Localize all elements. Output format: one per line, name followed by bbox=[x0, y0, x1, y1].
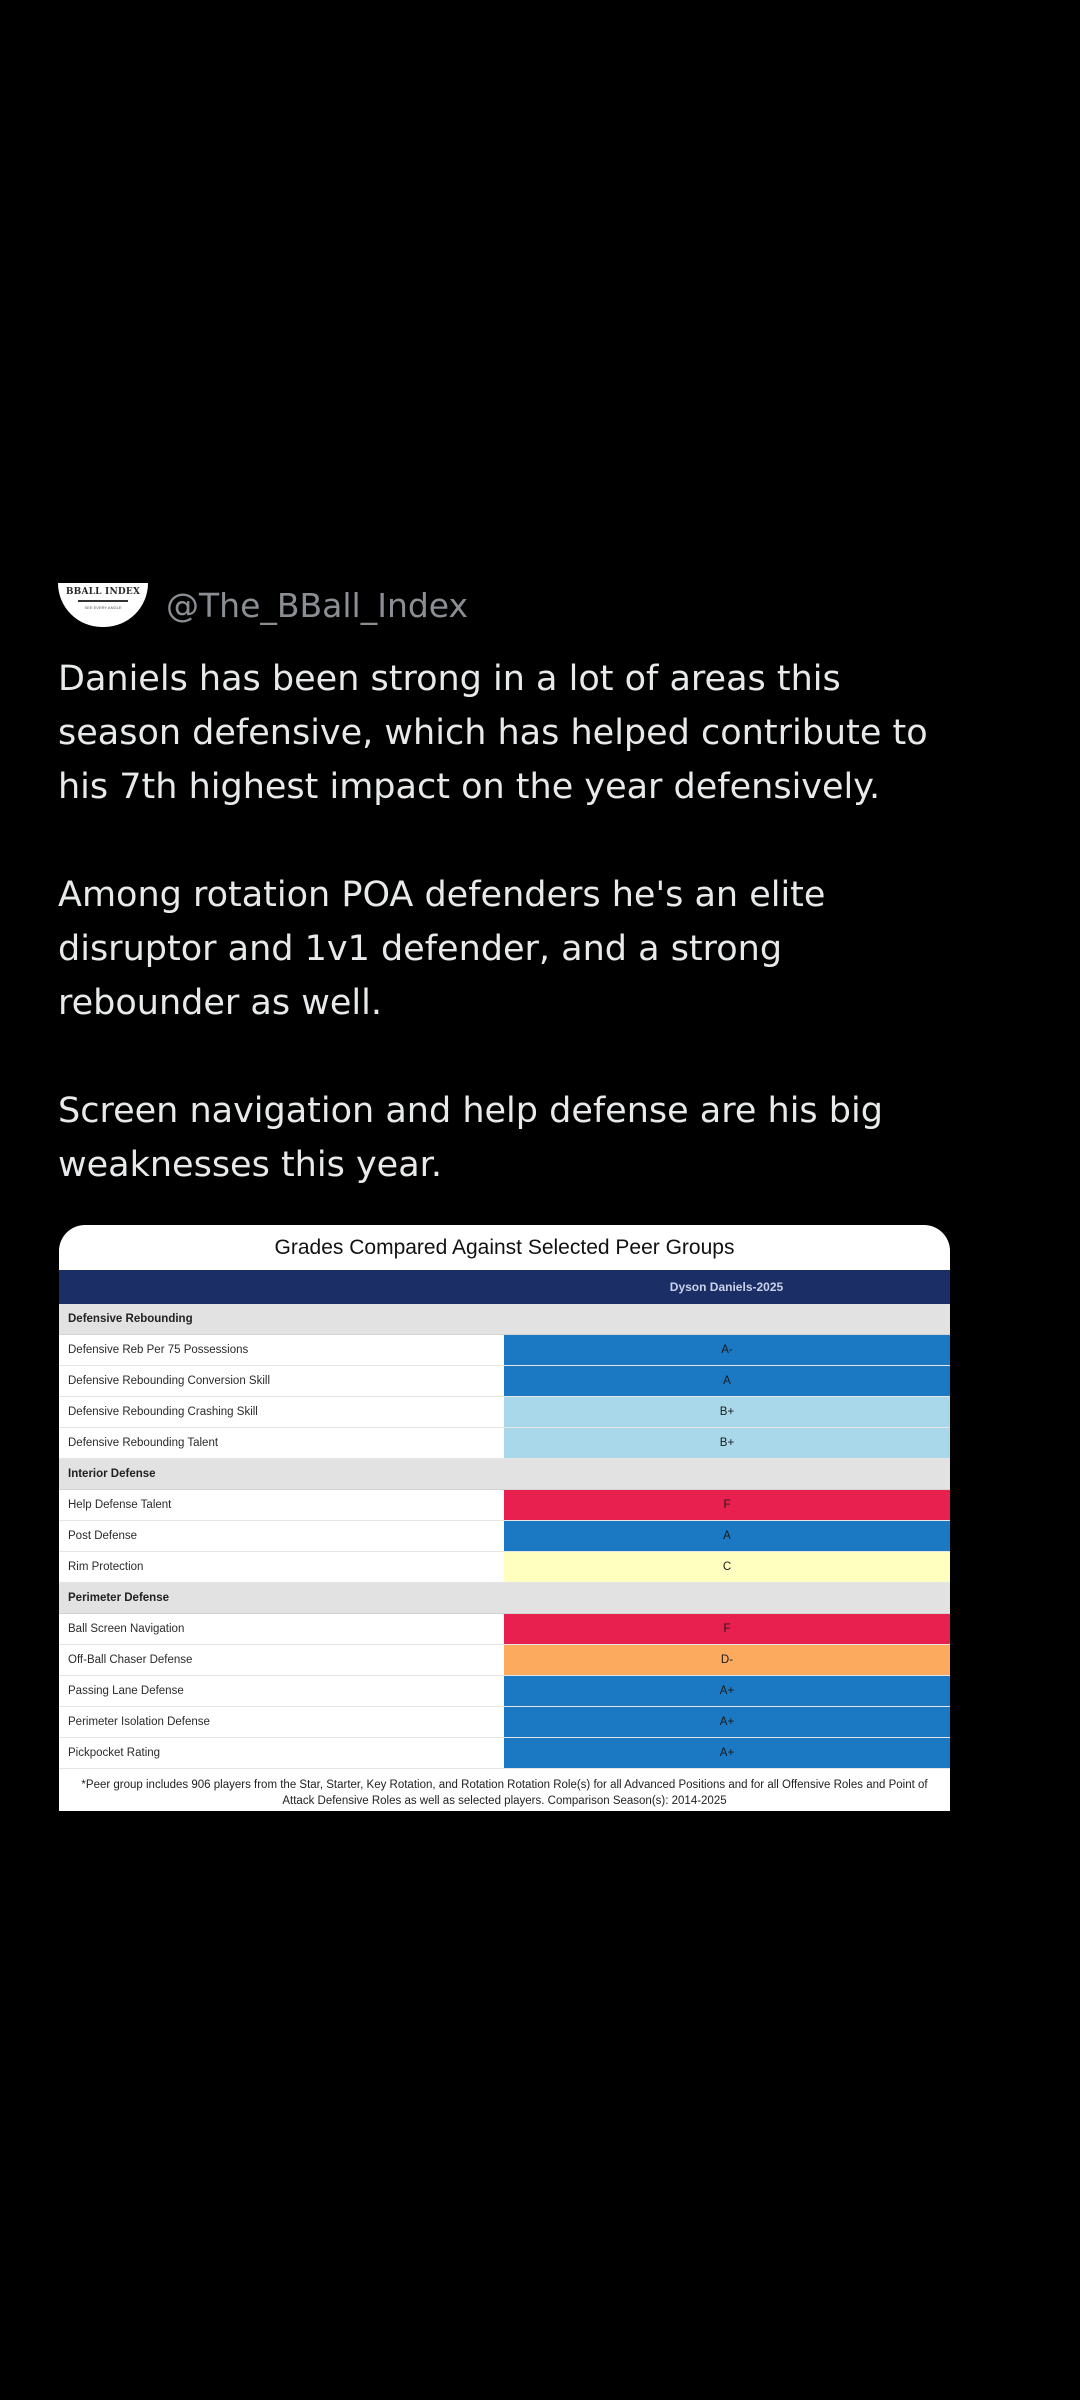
section-spacer bbox=[504, 1304, 950, 1334]
tweet: BBALL INDEX SEE EVERY ANGLE @The_BBall_I… bbox=[58, 580, 950, 1192]
grades-footnote: *Peer group includes 906 players from th… bbox=[81, 1779, 928, 1807]
tweet-paragraph: Among rotation POA defenders he's an eli… bbox=[58, 875, 826, 1023]
section-header: Perimeter Defense bbox=[59, 1583, 950, 1614]
avatar-logo-text: BBALL INDEX bbox=[65, 587, 141, 597]
metric-label: Post Defense bbox=[68, 1530, 138, 1542]
grade-cell: B+ bbox=[504, 1428, 950, 1458]
grade-row: Defensive Rebounding Talent B+ bbox=[59, 1428, 950, 1459]
grade-row: Ball Screen Navigation F bbox=[59, 1614, 950, 1645]
section-spacer bbox=[504, 1583, 950, 1613]
grade-cell: A bbox=[504, 1366, 950, 1396]
grades-image[interactable]: Grades Compared Against Selected Peer Gr… bbox=[59, 1225, 950, 1811]
metric-label: Defensive Rebounding Conversion Skill bbox=[68, 1375, 271, 1387]
grade-row: Off-Ball Chaser Defense D- bbox=[59, 1645, 950, 1676]
grade-row: Perimeter Isolation Defense A+ bbox=[59, 1707, 950, 1738]
section-label: Perimeter Defense bbox=[68, 1592, 169, 1604]
tweet-paragraph: Screen navigation and help defense are h… bbox=[58, 1091, 883, 1185]
metric-label: Defensive Reb Per 75 Possessions bbox=[68, 1344, 249, 1356]
metric-label: Defensive Rebounding Crashing Skill bbox=[68, 1406, 258, 1418]
metric-label: Rim Protection bbox=[68, 1561, 144, 1573]
grade-row: Rim Protection C bbox=[59, 1552, 950, 1583]
grade-cell: F bbox=[504, 1490, 950, 1520]
section-label: Defensive Rebounding bbox=[68, 1313, 193, 1325]
grade-cell: A- bbox=[504, 1335, 950, 1365]
section-header: Defensive Rebounding bbox=[59, 1304, 950, 1335]
grade-cell: F bbox=[504, 1614, 950, 1644]
metric-label: Help Defense Talent bbox=[68, 1499, 172, 1511]
grade-cell: D- bbox=[504, 1645, 950, 1675]
grade-cell: A+ bbox=[504, 1676, 950, 1706]
metric-label: Perimeter Isolation Defense bbox=[68, 1716, 210, 1728]
avatar-logo-divider bbox=[78, 600, 128, 602]
metric-label: Passing Lane Defense bbox=[68, 1685, 184, 1697]
grades-title: Grades Compared Against Selected Peer Gr… bbox=[274, 1236, 735, 1259]
grade-row: Post Defense A bbox=[59, 1521, 950, 1552]
avatar[interactable]: BBALL INDEX SEE EVERY ANGLE bbox=[58, 583, 148, 627]
section-header: Interior Defense bbox=[59, 1459, 950, 1490]
section-label: Interior Defense bbox=[68, 1468, 156, 1480]
metric-label: Ball Screen Navigation bbox=[68, 1623, 185, 1635]
tweet-paragraph: Daniels has been strong in a lot of area… bbox=[58, 659, 928, 807]
grade-cell: A bbox=[504, 1521, 950, 1551]
grades-header-band: Dyson Daniels-2025 bbox=[59, 1270, 950, 1304]
grade-row: Passing Lane Defense A+ bbox=[59, 1676, 950, 1707]
avatar-logo-tagline: SEE EVERY ANGLE bbox=[84, 605, 122, 610]
grade-row: Defensive Reb Per 75 Possessions A- bbox=[59, 1335, 950, 1366]
grade-cell: C bbox=[504, 1552, 950, 1582]
grade-cell: A+ bbox=[504, 1707, 950, 1737]
metric-label: Pickpocket Rating bbox=[68, 1747, 161, 1759]
metric-label: Defensive Rebounding Talent bbox=[68, 1437, 219, 1449]
section-spacer bbox=[504, 1459, 950, 1489]
grade-cell: A+ bbox=[504, 1738, 950, 1768]
grades-table: Defensive Rebounding Defensive Reb Per 75… bbox=[59, 1304, 950, 1769]
grade-row: Defensive Rebounding Crashing Skill B+ bbox=[59, 1397, 950, 1428]
tweet-text: Daniels has been strong in a lot of area… bbox=[58, 652, 950, 1192]
grade-row: Defensive Rebounding Conversion Skill A bbox=[59, 1366, 950, 1397]
player-column-header: Dyson Daniels-2025 bbox=[669, 1280, 784, 1294]
grade-cell: B+ bbox=[504, 1397, 950, 1427]
tweet-header: BBALL INDEX SEE EVERY ANGLE @The_BBall_I… bbox=[58, 580, 950, 630]
grade-row: Help Defense Talent F bbox=[59, 1490, 950, 1521]
author-handle[interactable]: @The_BBall_Index bbox=[166, 585, 469, 625]
metric-label: Off-Ball Chaser Defense bbox=[68, 1654, 193, 1666]
grade-row: Pickpocket Rating A+ bbox=[59, 1738, 950, 1769]
